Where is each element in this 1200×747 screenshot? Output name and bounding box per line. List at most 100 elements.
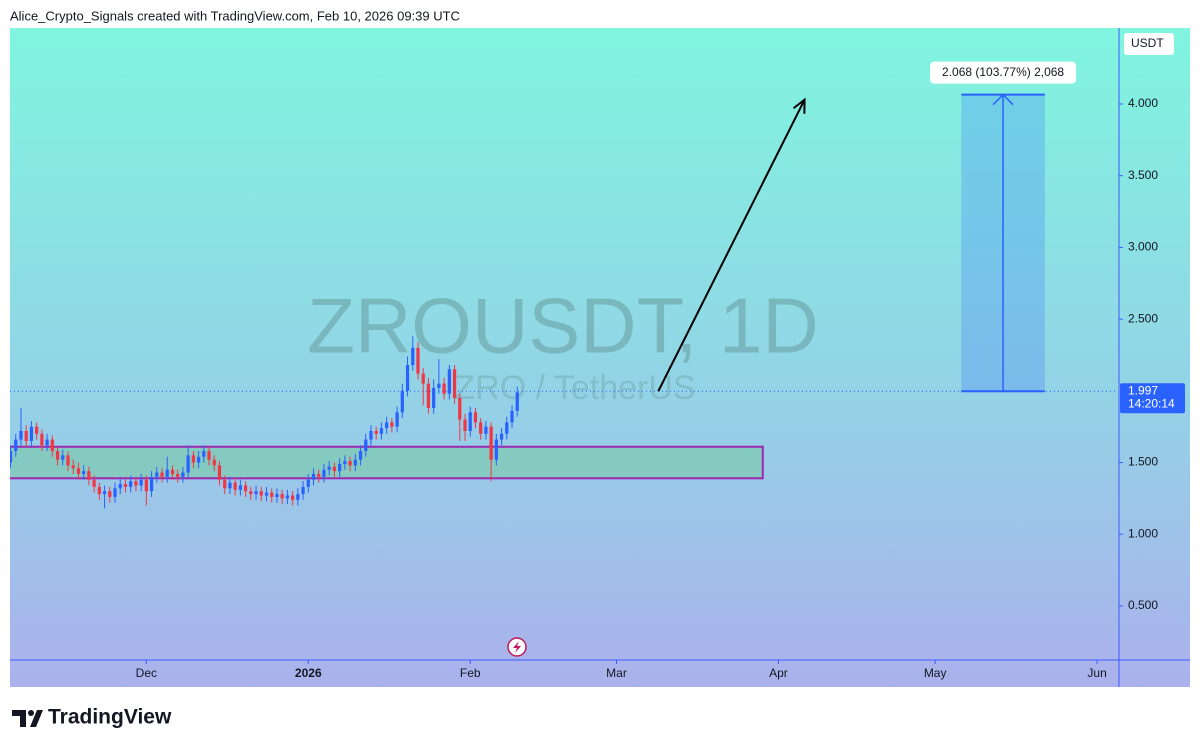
currency-label[interactable]: USDT — [1131, 36, 1164, 50]
candle-body — [275, 494, 279, 497]
candle-body — [458, 397, 462, 420]
candle-body — [144, 479, 148, 492]
currency-box[interactable] — [1124, 33, 1174, 55]
countdown-label: 14:20:14 — [1128, 396, 1175, 410]
candle-body — [468, 412, 472, 431]
candle-body — [290, 495, 295, 500]
candle-body — [421, 373, 425, 384]
candle-body — [447, 369, 451, 394]
candle-body — [61, 455, 65, 460]
trend-arrow-head — [792, 97, 806, 114]
candle-body — [332, 466, 337, 472]
candle-body — [160, 472, 164, 477]
candle-body — [35, 426, 39, 434]
candle-body — [280, 494, 284, 499]
logo-mark — [12, 710, 26, 727]
x-tick-label: Mar — [606, 666, 627, 680]
candle-body — [134, 481, 138, 486]
candle-body — [139, 479, 143, 486]
logo-slash — [30, 710, 43, 727]
candle-body — [102, 491, 107, 495]
candle-body — [463, 419, 467, 431]
candle-body — [442, 383, 446, 394]
candle-body — [270, 492, 274, 497]
x-tick-label: Dec — [136, 666, 157, 680]
candle-body — [311, 473, 316, 480]
candle-body — [196, 456, 201, 463]
logo-dot — [28, 710, 34, 716]
y-tick-label: 0.500 — [1128, 598, 1158, 612]
chart-background — [10, 28, 1190, 687]
candle-body — [191, 455, 195, 463]
watermark-symbol: ZROUSDT, 1D — [307, 282, 818, 370]
candle-body — [238, 485, 242, 490]
candle-body — [71, 465, 75, 469]
x-tick-label: Apr — [769, 666, 788, 680]
candle-body — [123, 484, 128, 487]
candle-body — [426, 383, 431, 409]
candle-body — [97, 486, 101, 495]
candle-body — [92, 479, 96, 487]
candle-body — [327, 466, 331, 470]
candle-body — [55, 451, 60, 460]
candle-body — [212, 459, 216, 466]
candle-body — [10, 451, 13, 463]
candle-body — [296, 494, 300, 500]
x-tick-label: Feb — [460, 666, 481, 680]
candle-body — [14, 439, 18, 452]
candle-body — [390, 422, 394, 427]
y-tick-label: 2.500 — [1128, 311, 1158, 325]
candle-body — [118, 484, 122, 489]
candle-body — [29, 426, 34, 442]
candle-body — [499, 433, 504, 440]
candle-body — [411, 347, 415, 366]
candle-body — [400, 390, 404, 413]
last-price-tag — [1120, 383, 1185, 414]
y-tick-label: 3.000 — [1128, 240, 1158, 254]
candle-body — [479, 422, 483, 434]
header-credit: Alice_Crypto_Signals created with Tradin… — [10, 8, 460, 23]
candle-body — [264, 492, 269, 496]
candle-body — [155, 472, 159, 477]
candle-body — [510, 410, 514, 423]
candle-body — [129, 481, 133, 487]
candle-body — [165, 469, 169, 477]
candle-body — [82, 471, 86, 474]
candle-body — [181, 472, 185, 477]
plot-area — [10, 93, 1118, 509]
candle-body — [45, 439, 49, 446]
footer-logo — [12, 710, 43, 727]
y-tick-label: 1.000 — [1128, 526, 1158, 540]
candle-body — [233, 482, 237, 490]
candle-body — [76, 468, 81, 474]
candle-body — [87, 471, 91, 480]
candle-body — [66, 455, 70, 466]
candle-body — [369, 430, 373, 440]
candle-body — [343, 461, 347, 464]
candle-body — [473, 412, 478, 423]
candle-body — [249, 491, 253, 495]
candle-body — [395, 412, 399, 427]
candle-body — [317, 473, 321, 477]
candle-body — [515, 392, 519, 411]
candle-body — [358, 451, 363, 460]
measure-label: 2.068 (103.77%) 2,068 — [942, 65, 1064, 79]
x-tick-label: 2026 — [295, 666, 322, 680]
candle-body — [437, 383, 441, 388]
footer-brand: TradingView — [48, 706, 172, 729]
candle-body — [40, 433, 44, 446]
candle-body — [113, 488, 117, 497]
measure-label-box — [930, 61, 1077, 84]
candle-body — [19, 430, 23, 440]
candle-body — [484, 426, 488, 434]
y-tick-label: 1.500 — [1128, 455, 1158, 469]
candle-body — [24, 430, 28, 442]
candle-body — [149, 476, 154, 492]
candle-body — [285, 495, 290, 499]
candle-body — [108, 491, 112, 497]
candle-body — [243, 485, 248, 492]
candle-body — [170, 469, 175, 474]
candle-body — [254, 491, 258, 495]
